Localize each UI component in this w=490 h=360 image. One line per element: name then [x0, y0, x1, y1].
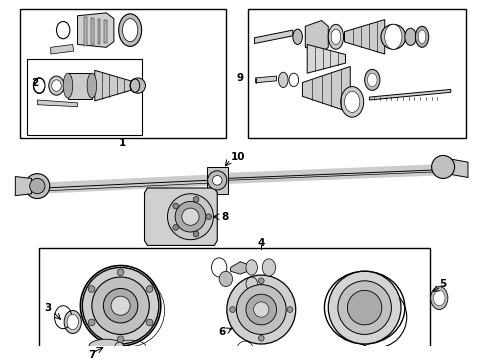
- Ellipse shape: [434, 291, 445, 306]
- Circle shape: [92, 277, 149, 334]
- Circle shape: [168, 194, 214, 240]
- Circle shape: [236, 285, 286, 334]
- Circle shape: [82, 267, 159, 344]
- Circle shape: [328, 271, 401, 344]
- Circle shape: [117, 269, 124, 275]
- Circle shape: [258, 336, 264, 341]
- Ellipse shape: [262, 259, 275, 276]
- Circle shape: [193, 197, 199, 202]
- Polygon shape: [15, 176, 31, 196]
- Text: 8: 8: [221, 212, 228, 222]
- Ellipse shape: [219, 271, 233, 287]
- Circle shape: [117, 336, 124, 343]
- Circle shape: [213, 176, 222, 185]
- Polygon shape: [95, 70, 131, 101]
- Polygon shape: [91, 18, 94, 45]
- Circle shape: [258, 278, 264, 284]
- Ellipse shape: [51, 80, 61, 91]
- Circle shape: [381, 24, 406, 49]
- Polygon shape: [84, 17, 87, 46]
- Polygon shape: [98, 19, 100, 44]
- Circle shape: [347, 291, 382, 325]
- Text: 5: 5: [440, 279, 447, 289]
- Bar: [248, 9, 466, 138]
- Ellipse shape: [385, 24, 402, 49]
- Circle shape: [227, 275, 296, 344]
- Polygon shape: [307, 44, 345, 73]
- Text: 9: 9: [237, 73, 244, 83]
- Circle shape: [432, 156, 455, 179]
- Polygon shape: [302, 67, 350, 112]
- Polygon shape: [37, 100, 77, 107]
- Circle shape: [206, 214, 212, 220]
- Ellipse shape: [344, 91, 360, 112]
- Circle shape: [173, 225, 179, 230]
- Polygon shape: [51, 44, 74, 54]
- Ellipse shape: [246, 260, 257, 275]
- Bar: [27, 59, 142, 135]
- Bar: [207, 167, 228, 194]
- Polygon shape: [344, 19, 385, 54]
- Circle shape: [287, 307, 293, 312]
- Ellipse shape: [63, 73, 73, 98]
- Polygon shape: [145, 188, 217, 246]
- Circle shape: [130, 78, 146, 93]
- Circle shape: [25, 174, 50, 198]
- Text: 1: 1: [119, 138, 126, 148]
- Ellipse shape: [331, 29, 341, 44]
- Circle shape: [254, 302, 269, 317]
- Ellipse shape: [119, 14, 142, 46]
- Polygon shape: [255, 30, 293, 44]
- Text: 10: 10: [231, 152, 245, 162]
- Polygon shape: [441, 157, 468, 177]
- Polygon shape: [255, 76, 276, 83]
- Text: 7: 7: [88, 351, 96, 360]
- Circle shape: [246, 294, 276, 325]
- Ellipse shape: [256, 347, 272, 360]
- Circle shape: [208, 171, 227, 190]
- Circle shape: [30, 179, 45, 194]
- Text: 6: 6: [219, 327, 226, 337]
- Text: 3: 3: [45, 303, 51, 312]
- Bar: [20, 9, 226, 138]
- Circle shape: [111, 296, 130, 315]
- Ellipse shape: [431, 287, 448, 310]
- Ellipse shape: [122, 19, 138, 42]
- Text: 4: 4: [258, 238, 265, 248]
- Ellipse shape: [418, 30, 426, 44]
- Circle shape: [182, 208, 199, 225]
- Circle shape: [146, 285, 153, 292]
- Circle shape: [338, 281, 392, 334]
- Ellipse shape: [365, 69, 380, 90]
- Ellipse shape: [64, 311, 81, 333]
- Circle shape: [175, 201, 206, 232]
- Circle shape: [103, 288, 138, 323]
- Ellipse shape: [89, 339, 123, 352]
- Circle shape: [193, 231, 199, 237]
- Polygon shape: [305, 21, 328, 53]
- Text: 2: 2: [31, 78, 39, 88]
- Ellipse shape: [293, 29, 302, 44]
- Bar: [39, 248, 430, 360]
- Polygon shape: [68, 73, 92, 99]
- Ellipse shape: [416, 26, 429, 47]
- Polygon shape: [231, 262, 248, 274]
- Polygon shape: [104, 20, 107, 43]
- Polygon shape: [77, 13, 114, 47]
- Ellipse shape: [87, 73, 97, 98]
- Ellipse shape: [328, 24, 343, 49]
- Circle shape: [230, 307, 235, 312]
- Circle shape: [173, 203, 179, 209]
- Ellipse shape: [405, 28, 416, 45]
- Ellipse shape: [67, 314, 78, 330]
- Ellipse shape: [341, 86, 364, 117]
- Circle shape: [88, 285, 95, 292]
- Ellipse shape: [49, 76, 64, 95]
- Ellipse shape: [368, 73, 377, 86]
- Ellipse shape: [278, 72, 288, 87]
- Circle shape: [88, 319, 95, 326]
- Circle shape: [146, 319, 153, 326]
- Polygon shape: [369, 89, 451, 100]
